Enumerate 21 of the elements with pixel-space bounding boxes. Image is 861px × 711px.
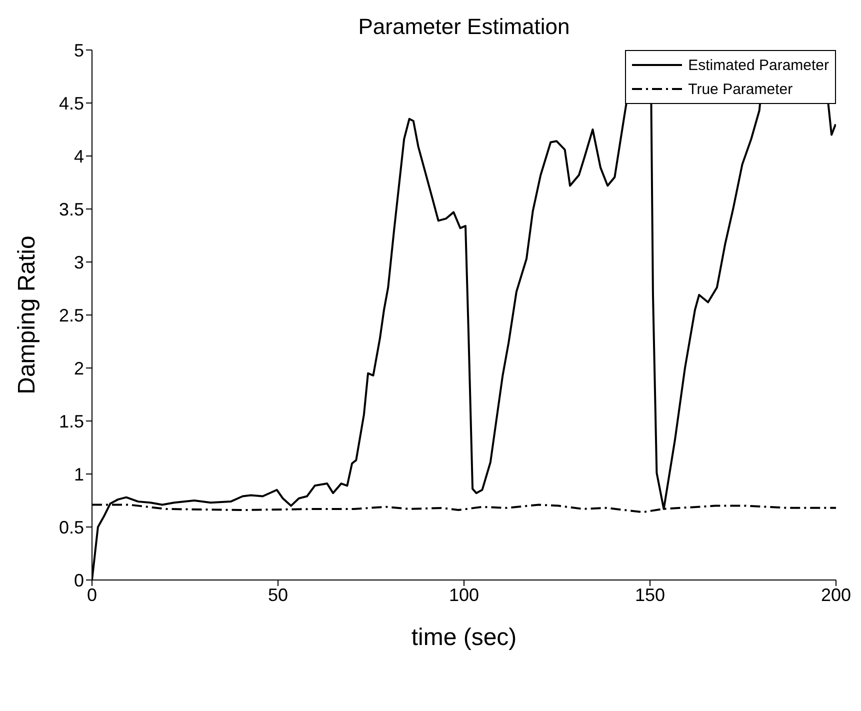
x-tick-label: 0 [86, 584, 98, 605]
y-tick-label: 3.5 [58, 199, 84, 220]
y-axis-title: Damping Ratio [14, 236, 41, 394]
legend-label: Estimated Parameter [688, 56, 829, 74]
y-tick-label: 0 [74, 570, 84, 590]
y-tick-label: 3 [74, 252, 84, 272]
y-tick-label: 4.5 [58, 93, 84, 114]
y-tick-label: 1.5 [58, 411, 84, 432]
x-axis-title: time (sec) [411, 624, 517, 651]
x-tick-label: 50 [268, 584, 288, 605]
y-tick-label: 5 [74, 40, 84, 60]
chart-title: Parameter Estimation [357, 14, 571, 40]
y-tick-label: 4 [74, 146, 84, 166]
y-tick-label: 0.5 [58, 517, 84, 538]
x-tick-label: 100 [448, 584, 480, 605]
legend-label: True Parameter [688, 80, 793, 98]
x-tick-label: 200 [820, 584, 852, 605]
x-tick-label: 150 [634, 584, 666, 605]
y-tick-label: 2 [74, 358, 84, 378]
y-tick-label: 1 [74, 464, 84, 484]
y-tick-label: 2.5 [58, 305, 84, 326]
